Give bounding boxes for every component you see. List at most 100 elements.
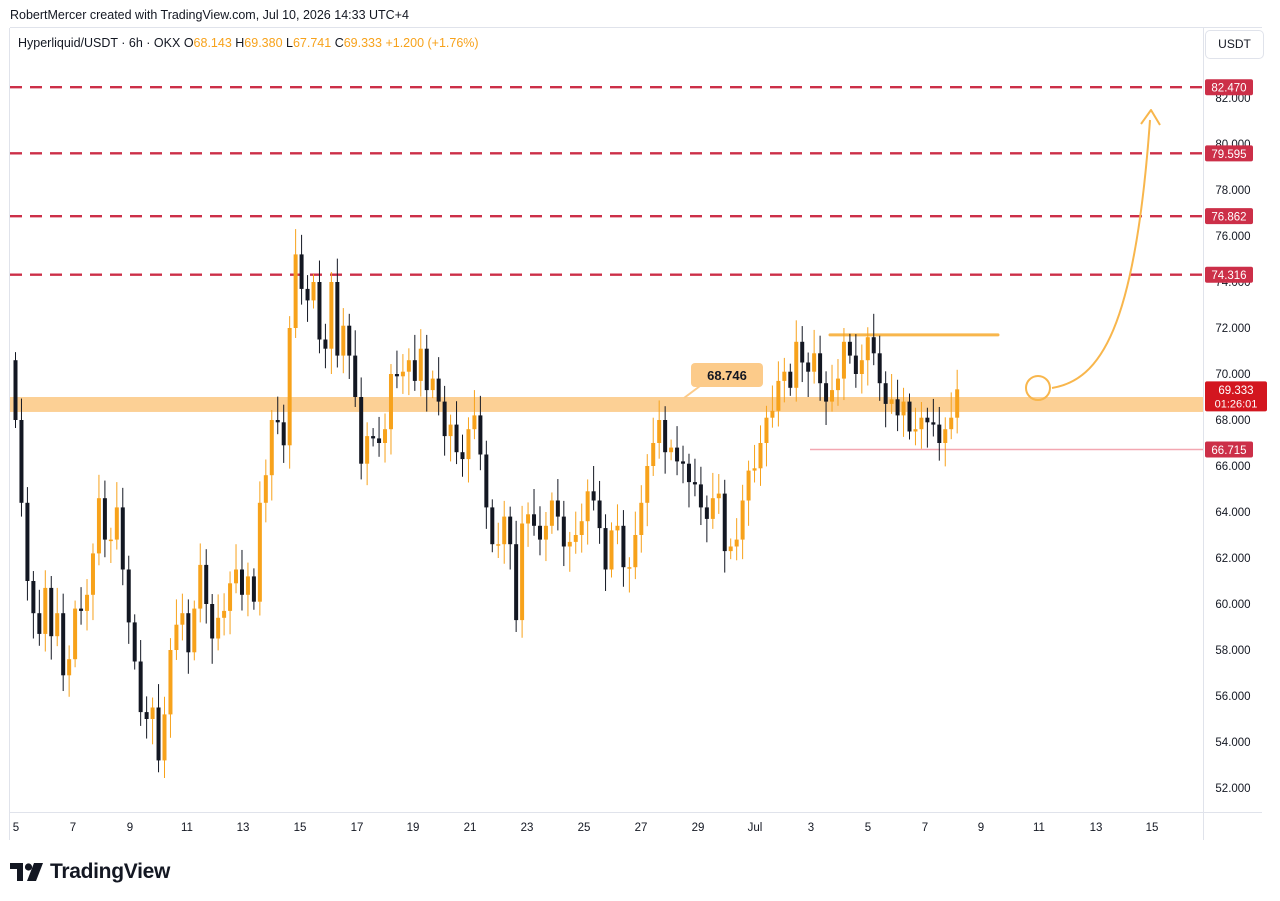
candle-body (943, 429, 948, 443)
candle (305, 275, 310, 322)
candle (824, 371, 829, 425)
candle (406, 348, 411, 396)
candle-body (609, 530, 614, 570)
candle (740, 484, 745, 560)
candle (216, 594, 221, 651)
candle (478, 395, 483, 471)
candle (758, 425, 763, 486)
close-value: 69.333 (343, 36, 382, 50)
high-value: 69.380 (244, 36, 283, 50)
candle-body (645, 466, 650, 503)
candle-body (37, 613, 42, 634)
candle (126, 555, 131, 644)
candle (156, 684, 161, 773)
candle (138, 640, 143, 726)
candle-body (752, 468, 757, 471)
resistance-price-label: 74.316 (1211, 270, 1246, 282)
candle (663, 406, 668, 474)
candle (806, 352, 811, 397)
candle (239, 549, 244, 611)
candle (728, 538, 733, 560)
candle-body (192, 608, 197, 653)
candle (895, 379, 900, 432)
candle (436, 357, 441, 416)
candle-body (937, 424, 942, 443)
candle-body (675, 447, 680, 462)
x-tick-label: 9 (127, 822, 133, 834)
candle (794, 320, 799, 402)
candle (526, 502, 531, 547)
candle-body (788, 371, 793, 388)
zone-callout-pointer (683, 385, 701, 399)
candle (180, 593, 185, 641)
symbol-legend[interactable]: Hyperliquid/USDT · 6h · OKX O68.143 H69.… (18, 36, 479, 50)
candle-body (85, 594, 90, 611)
candle (329, 272, 334, 374)
candle (341, 308, 346, 374)
symbol-name: Hyperliquid/USDT · 6h · OKX (18, 36, 181, 50)
tradingview-brand[interactable]: TradingView (10, 859, 170, 885)
candle-body (162, 714, 167, 761)
candle-body (555, 500, 560, 517)
x-tick-label: 7 (922, 822, 928, 834)
y-tick-label: 82.000 (1215, 93, 1250, 105)
candle-body (824, 383, 829, 402)
candle (955, 369, 960, 434)
candle (770, 385, 775, 428)
candle (645, 454, 650, 527)
candle (311, 273, 316, 309)
candle-body (132, 622, 137, 662)
candle-body (353, 355, 358, 397)
candle (150, 697, 155, 745)
candle (245, 562, 250, 617)
candle-body (412, 360, 417, 381)
candle (186, 599, 191, 674)
candle-body (156, 707, 161, 761)
high-label: H (235, 36, 245, 50)
y-tick-label: 56.000 (1215, 691, 1250, 703)
candle-body (466, 429, 471, 460)
candle-body (651, 443, 656, 466)
resistance-price-tag (1205, 79, 1253, 96)
x-tick-label: 27 (635, 822, 648, 834)
candle (162, 696, 167, 779)
candle-body (800, 341, 805, 363)
candle-body (377, 438, 382, 443)
candle-body (895, 399, 900, 416)
candle (347, 313, 352, 379)
x-tick-label: 25 (578, 822, 591, 834)
candle-body (502, 516, 507, 545)
candle (543, 512, 548, 562)
bar-countdown-label: 01:26:01 (1215, 398, 1258, 410)
candle-body (365, 436, 370, 464)
candle-body (746, 470, 751, 501)
resistance-price-label: 79.595 (1211, 149, 1246, 161)
candle-body (478, 415, 483, 455)
candle-body (806, 362, 811, 372)
candle-body (681, 461, 686, 464)
candle-body (794, 341, 799, 388)
chart-attribution: RobertMercer created with TradingView.co… (10, 8, 409, 22)
resistance-price-label: 82.470 (1211, 83, 1246, 95)
candle-body (657, 420, 662, 443)
candle-body (222, 610, 227, 618)
candle-body (812, 353, 817, 372)
candle-body (138, 661, 143, 713)
currency-button[interactable]: USDT (1205, 30, 1264, 59)
candle (31, 571, 36, 639)
y-tick-label: 78.000 (1215, 185, 1250, 197)
candle (132, 614, 137, 670)
candle (639, 485, 644, 553)
candle (49, 576, 54, 660)
x-tick-label: 11 (181, 822, 193, 834)
candle (573, 511, 578, 554)
candle (734, 518, 739, 561)
candle-body (925, 417, 930, 423)
y-tick-label: 68.000 (1215, 415, 1250, 427)
candle (657, 400, 662, 459)
candle (764, 405, 769, 467)
candle-body (454, 424, 459, 453)
candle (549, 492, 554, 534)
candle (830, 364, 835, 412)
